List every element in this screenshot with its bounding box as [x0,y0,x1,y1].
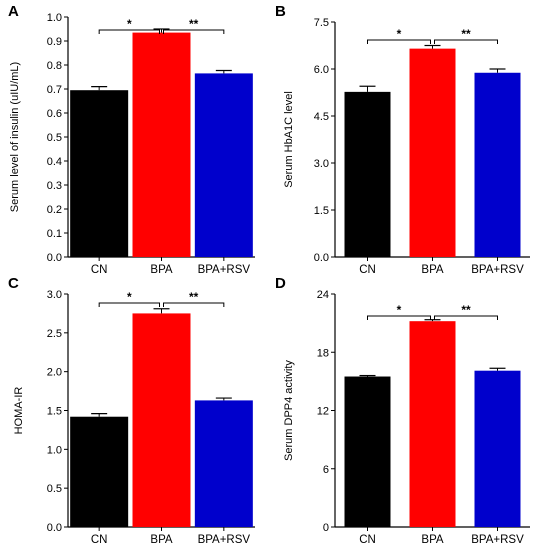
bar-cn [344,91,391,257]
bar-cn [344,376,391,527]
y-tick-label: 0.0 [47,252,62,264]
y-tick-label: 0.0 [314,252,329,264]
panel-letter: C [8,275,19,292]
y-tick-label: 3.0 [47,289,62,301]
y-axis-label: Serum DPP4 activity [283,360,295,461]
y-tick-label: 1.0 [47,12,62,24]
x-tick-label: BPA+RSV [198,264,251,276]
y-axis-label: Serum level of insulin (uIU/mL) [9,62,21,212]
y-tick-label: 0 [323,522,329,534]
panel-D: D 0 6 12 18 24 Serum DPP4 activity CN BPA BPA+RSV… [275,275,530,546]
x-tick-label: CN [91,534,108,546]
y-axis-label: HOMA-IR [13,387,25,435]
significance-bracket [163,302,225,307]
x-tick-label: CN [91,264,108,276]
y-tick-label: 1.5 [314,205,329,217]
y-tick-label: 0.5 [47,483,62,495]
y-tick-label: 0.6 [47,108,62,120]
y-axis-label: Serum HbA1C level [283,91,295,188]
y-tick-label: 0.5 [47,132,62,144]
significance-label: * [397,303,402,317]
bar-cn [70,90,129,257]
significance-label: ** [189,17,199,31]
bar-bpa [409,48,456,258]
significance-label: ** [461,303,471,317]
x-tick-label: CN [359,534,376,546]
panel-C: C 0.0 0.5 1.0 1.5 2.0 2.5 3.0 HOMA-IR CN BPA BPA+RS… [8,275,255,546]
y-tick-label: 12 [317,406,329,418]
significance-label: * [127,290,132,304]
significance-bracket [163,29,225,34]
y-tick-label: 7.5 [314,17,329,29]
x-tick-label: BPA [150,534,172,546]
panel-A: A 0.0 0.1 0.2 0.3 0.4 0.5 0.6 0.7 0.8 0.9 1.0 Serum … [8,3,255,276]
significance-bracket [98,302,160,307]
y-tick-label: 6 [323,464,329,476]
y-tick-label: 18 [317,347,329,359]
bar-bpa-rsv [194,400,253,527]
significance-bracket [367,315,431,320]
x-tick-label: BPA+RSV [471,534,524,546]
significance-label: * [397,27,402,41]
y-tick-label: 1.0 [47,444,62,456]
bar-cn [70,416,129,527]
y-tick-label: 2.0 [47,367,62,379]
y-tick-label: 0.0 [47,522,62,534]
bar-bpa-rsv [474,370,521,527]
y-tick-label: 0.3 [47,180,62,192]
significance-bracket [434,39,498,44]
y-tick-label: 0.1 [47,228,62,240]
y-tick-label: 0.9 [47,36,62,48]
y-tick-label: 24 [317,289,329,301]
significance-label: * [127,17,132,31]
bar-bpa [409,321,456,527]
y-tick-label: 6.0 [314,64,329,76]
significance-bracket [434,315,498,320]
y-tick-label: 0.7 [47,84,62,96]
x-tick-label: BPA+RSV [198,534,251,546]
y-tick-label: 2.5 [47,328,62,340]
y-tick-label: 0.2 [47,204,62,216]
significance-label: ** [461,27,471,41]
panel-B: B 0.0 1.5 3.0 4.5 6.0 7.5 Serum HbA1C level CN BP… [275,3,530,276]
significance-label: ** [189,290,199,304]
y-tick-label: 4.5 [314,111,329,123]
panel-letter: B [275,3,286,20]
x-tick-label: BPA [421,534,443,546]
x-tick-label: BPA [150,264,172,276]
y-tick-label: 0.8 [47,60,62,72]
significance-bracket [98,29,160,34]
bar-bpa-rsv [194,73,253,258]
panel-letter: D [275,275,286,292]
x-tick-label: CN [359,264,376,276]
bar-bpa [132,313,191,527]
y-tick-label: 1.5 [47,406,62,418]
y-tick-label: 0.4 [47,156,62,168]
bar-bpa [132,32,191,257]
bar-bpa-rsv [474,72,521,257]
y-tick-label: 3.0 [314,158,329,170]
panel-letter: A [8,3,19,20]
significance-bracket [367,39,431,44]
x-tick-label: BPA [421,264,443,276]
x-tick-label: BPA+RSV [471,264,524,276]
